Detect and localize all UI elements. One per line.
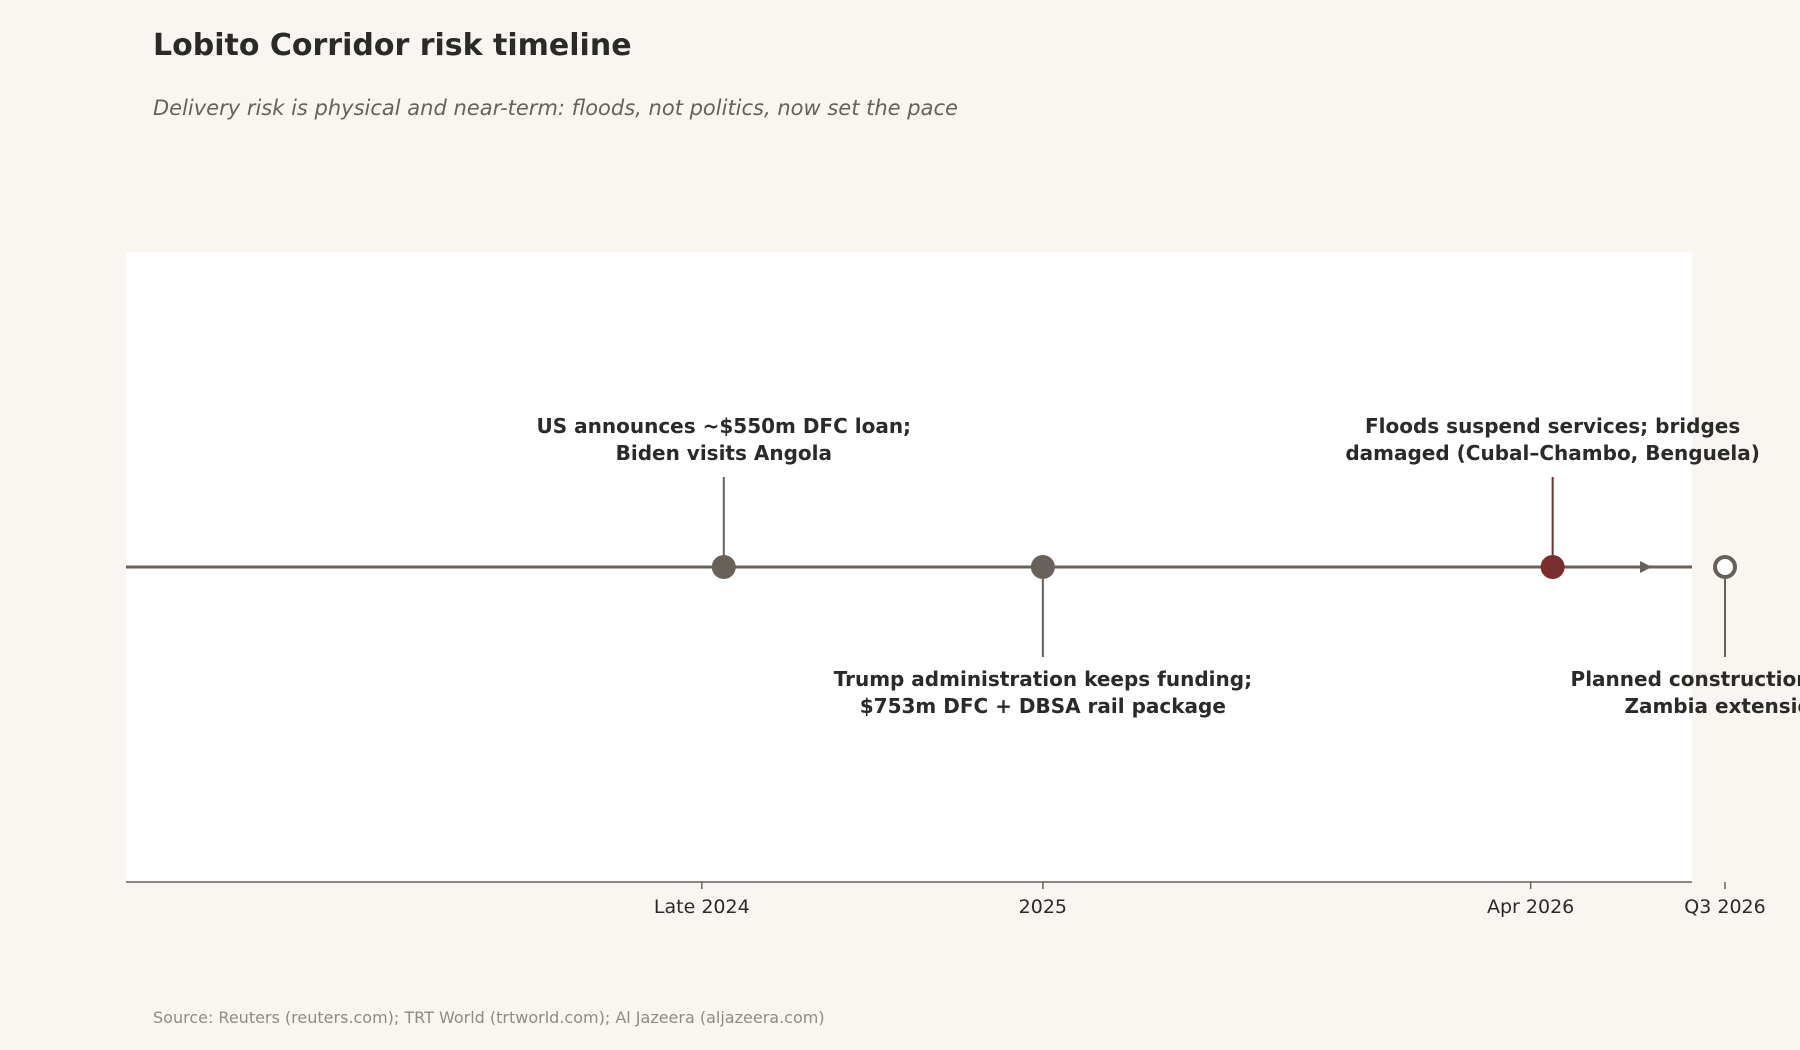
event-label: Floods suspend services; bridges <box>1365 414 1740 438</box>
event-marker <box>1030 555 1055 579</box>
event-labels: US announces ~$550m DFC loan; Biden visit… <box>537 414 1800 718</box>
timeline-arrow-head <box>1640 561 1652 573</box>
event-marker <box>1540 555 1565 579</box>
event-label: damaged (Cubal–Chambo, Benguela) <box>1345 441 1760 465</box>
event-label: $753m DFC + DBSA rail package <box>860 694 1226 718</box>
x-tick-label: Q3 2026 <box>1684 896 1765 918</box>
timeline-arrow <box>1610 561 1652 573</box>
event-connectors <box>722 477 1727 657</box>
event-label: Biden visits Angola <box>616 441 832 465</box>
x-tick-label: 2025 <box>1019 896 1067 918</box>
chart-title: Lobito Corridor risk timeline <box>153 28 632 63</box>
event-marker <box>711 555 736 579</box>
x-tick-label: Late 2024 <box>654 896 750 918</box>
event-label: Zambia extension <box>1624 694 1800 718</box>
event-markers <box>711 555 1738 579</box>
event-marker-planned <box>1713 555 1738 579</box>
x-axis-ticks: Late 2024 2025 Apr 2026 Q3 2026 <box>654 882 1766 918</box>
event-label: Trump administration keeps funding; <box>834 667 1252 691</box>
source-note: Source: Reuters (reuters.com); TRT World… <box>153 1008 825 1027</box>
event-label: Planned construction start, <box>1571 667 1800 691</box>
x-tick-label: Apr 2026 <box>1487 896 1574 918</box>
event-label: US announces ~$550m DFC loan; <box>537 414 912 438</box>
chart-subtitle: Delivery risk is physical and near-term:… <box>153 96 958 120</box>
timeline-chart: US announces ~$550m DFC loan; Biden visit… <box>126 252 1800 918</box>
